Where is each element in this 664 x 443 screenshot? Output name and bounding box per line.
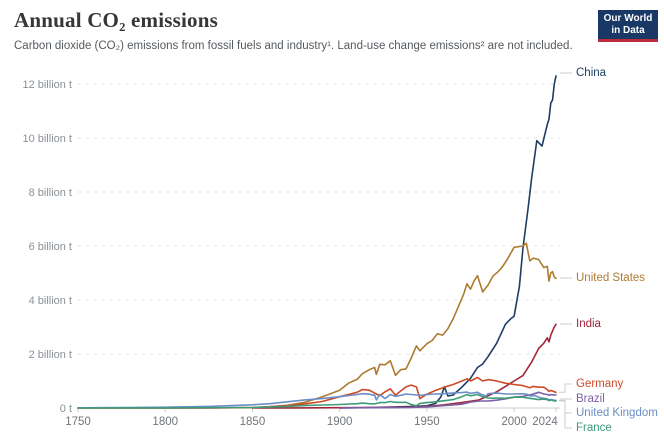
x-axis-tick-label: 1750 bbox=[65, 416, 91, 428]
label-connector-france bbox=[559, 400, 572, 429]
label-connector-germany bbox=[559, 383, 572, 393]
x-axis-tick-label: 1800 bbox=[152, 416, 178, 428]
y-axis-tick-label: 2 billion t bbox=[29, 349, 72, 361]
y-axis-tick-label: 10 billion t bbox=[22, 133, 72, 145]
owid-logo-line2: in Data bbox=[611, 24, 645, 36]
series-line-france[interactable] bbox=[77, 393, 557, 409]
series-line-india[interactable] bbox=[251, 323, 557, 409]
series-label-united-kingdom[interactable]: United Kingdom bbox=[576, 407, 658, 419]
series-label-brazil[interactable]: Brazil bbox=[576, 393, 605, 405]
series-label-india[interactable]: India bbox=[576, 318, 601, 330]
series-label-france[interactable]: France bbox=[576, 422, 612, 434]
y-axis-tick-label: 0 t bbox=[60, 403, 72, 415]
x-axis-tick-label: 1900 bbox=[327, 416, 353, 428]
series-label-united-states[interactable]: United States bbox=[576, 272, 646, 284]
series-label-germany[interactable]: Germany bbox=[576, 378, 624, 390]
x-axis-tick-label: 2024 bbox=[532, 416, 558, 428]
y-axis-tick-label: 6 billion t bbox=[29, 241, 72, 253]
owid-logo[interactable]: Our World in Data bbox=[598, 10, 658, 42]
series-line-united-kingdom[interactable] bbox=[77, 391, 557, 409]
series-line-china[interactable] bbox=[338, 75, 557, 409]
y-axis-tick-label: 8 billion t bbox=[29, 187, 72, 199]
series-line-united-states[interactable] bbox=[77, 242, 557, 409]
chart-subtitle: Carbon dioxide (CO₂) emissions from foss… bbox=[14, 40, 573, 52]
x-axis-tick-label: 1850 bbox=[240, 416, 266, 428]
series-line-germany[interactable] bbox=[77, 376, 557, 409]
chart-title: Annual CO₂ emissions bbox=[14, 8, 219, 32]
owid-logo-line1: Our World bbox=[603, 13, 653, 24]
x-axis-tick-label: 1950 bbox=[414, 416, 440, 428]
x-axis-tick-label: 2000 bbox=[501, 416, 527, 428]
y-axis-tick-label: 4 billion t bbox=[29, 295, 72, 307]
y-axis-tick-label: 12 billion t bbox=[22, 79, 72, 91]
series-label-china[interactable]: China bbox=[576, 67, 607, 79]
